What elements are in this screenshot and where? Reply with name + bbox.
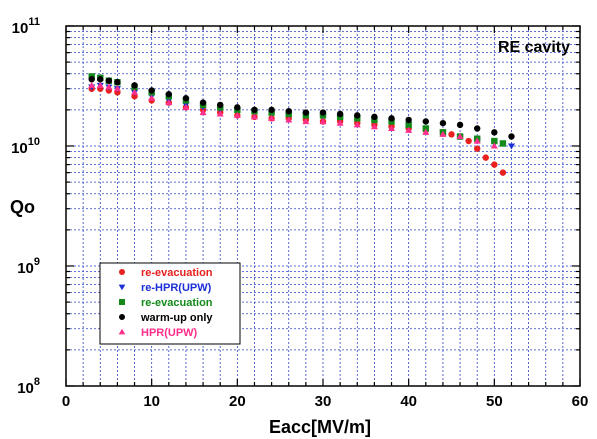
chart-annotation: RE cavity: [498, 39, 570, 56]
data-point: [233, 111, 241, 118]
x-tick-label: 60: [572, 393, 589, 410]
data-point: [250, 113, 258, 120]
data-point: [268, 106, 275, 114]
y-tick-label: 108: [17, 376, 40, 397]
data-point: [319, 117, 327, 125]
data-point: [507, 143, 515, 150]
data-point: [491, 137, 498, 145]
data-point: [131, 88, 139, 95]
data-point: [491, 129, 498, 136]
data-point: [336, 119, 344, 126]
legend: re-evacuation re-HPR(UPW) re-evacuation war…: [99, 262, 241, 345]
y-tick-labels: 108 109 1010 1011: [11, 16, 40, 397]
legend-marker: [118, 284, 126, 291]
legend-marker: [119, 269, 125, 275]
data-point: [131, 82, 138, 89]
data-point: [217, 101, 224, 109]
data-point: [456, 132, 464, 140]
data-point: [422, 128, 430, 135]
legend-marker: [119, 299, 125, 305]
data-point: [405, 121, 412, 129]
data-point: [473, 137, 481, 144]
data-point: [199, 99, 207, 106]
y-tick-label: 1011: [12, 16, 40, 37]
data-point: [285, 116, 293, 123]
x-tick-label: 40: [400, 393, 417, 410]
data-point: [474, 145, 481, 152]
legend-label: re-evacuation: [141, 297, 213, 309]
x-tick-label: 30: [315, 393, 332, 410]
data-point: [251, 106, 258, 114]
legend-label: re-HPR(UPW): [141, 282, 212, 294]
data-point: [165, 91, 172, 98]
x-tick-label: 50: [486, 393, 503, 410]
data-point: [439, 130, 447, 137]
series-4: [88, 76, 515, 140]
data-point: [182, 103, 190, 110]
data-point: [439, 119, 447, 127]
data-point: [491, 161, 498, 168]
data-point: [405, 126, 413, 133]
data-point: [302, 109, 310, 116]
data-point: [234, 104, 241, 111]
data-point: [105, 77, 113, 84]
data-point: [114, 79, 121, 86]
data-point: [482, 154, 489, 161]
data-point: [105, 83, 113, 90]
data-point: [336, 110, 344, 118]
data-point: [405, 116, 412, 124]
data-point: [268, 114, 276, 121]
data-point: [165, 99, 173, 106]
data-point: [370, 123, 378, 130]
data-point: [465, 137, 472, 145]
data-points: [88, 73, 515, 176]
y-axis-title: Qo: [10, 197, 35, 217]
legend-marker: [119, 314, 125, 320]
data-point: [388, 115, 395, 122]
data-point: [448, 131, 455, 138]
data-point: [302, 117, 310, 125]
data-point: [422, 125, 429, 132]
y-tick-label: 109: [17, 256, 40, 277]
data-point: [148, 87, 155, 94]
data-point: [499, 169, 507, 176]
data-point: [388, 124, 396, 132]
x-tick-label: 10: [143, 393, 160, 410]
legend-label: HPR(UPW): [141, 327, 198, 339]
data-point: [490, 142, 498, 149]
data-point: [97, 76, 104, 83]
x-tick-labels: 0 10 20 30 40 50 60: [62, 393, 589, 410]
y-tick-label: 1010: [11, 136, 40, 157]
data-point: [508, 133, 515, 140]
data-point: [499, 140, 507, 147]
legend-marker: [118, 328, 126, 335]
data-point: [319, 109, 327, 116]
data-point: [371, 113, 378, 121]
x-axis-title: Eacc[MV/m]: [269, 417, 371, 437]
data-point: [88, 81, 96, 88]
data-point: [353, 121, 361, 128]
data-point: [182, 95, 190, 102]
data-point: [216, 110, 224, 117]
legend-label: warm-up only: [140, 312, 213, 324]
legend-label: re-evacuation: [141, 267, 213, 279]
data-point: [96, 81, 104, 88]
x-tick-label: 20: [229, 393, 246, 410]
series-5: [88, 81, 498, 149]
data-point: [285, 107, 292, 115]
data-point: [474, 125, 481, 132]
data-point: [354, 112, 361, 119]
data-point: [113, 85, 121, 92]
data-point: [422, 118, 429, 125]
data-point: [88, 76, 95, 83]
data-point: [148, 94, 156, 101]
data-point: [199, 109, 207, 116]
axis-ticks: [65, 25, 581, 387]
x-tick-label: 0: [62, 393, 70, 410]
data-point: [456, 121, 464, 129]
